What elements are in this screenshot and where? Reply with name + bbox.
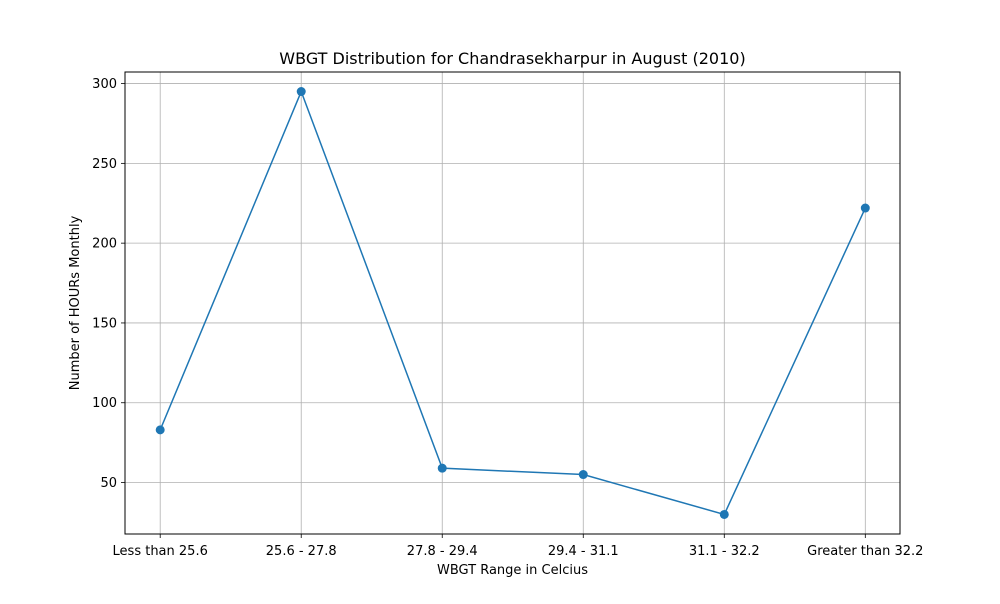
chart-title: WBGT Distribution for Chandrasekharpur i… bbox=[279, 49, 745, 68]
y-tick-label: 300 bbox=[92, 77, 117, 92]
data-point bbox=[296, 87, 306, 97]
data-point bbox=[437, 463, 447, 473]
y-tick-label: 150 bbox=[92, 316, 117, 331]
series bbox=[155, 87, 870, 519]
y-tick-label: 50 bbox=[100, 476, 117, 491]
x-tick-label: 25.6 - 27.8 bbox=[266, 544, 337, 559]
x-tick-label: Less than 25.6 bbox=[113, 544, 208, 559]
y-tick-label: 200 bbox=[92, 237, 117, 252]
x-tick-label: Greater than 32.2 bbox=[807, 544, 923, 559]
data-point bbox=[860, 203, 870, 213]
x-tick-label: 31.1 - 32.2 bbox=[689, 544, 760, 559]
y-axis-title: Number of HOURs Monthly bbox=[68, 215, 83, 390]
x-tick-label: 27.8 - 29.4 bbox=[407, 544, 478, 559]
y-axis: 50 100 150 200 250 300 bbox=[92, 77, 125, 491]
data-point bbox=[155, 425, 165, 435]
x-tick-label: 29.4 - 31.1 bbox=[548, 544, 619, 559]
grid bbox=[125, 72, 900, 534]
y-tick-label: 250 bbox=[92, 157, 117, 172]
data-point bbox=[719, 509, 729, 519]
x-axis: Less than 25.6 25.6 - 27.8 27.8 - 29.4 29.4… bbox=[113, 534, 923, 559]
plot-frame bbox=[124, 71, 901, 535]
data-point bbox=[578, 470, 588, 480]
series-line bbox=[159, 89, 866, 516]
y-tick-label: 100 bbox=[92, 396, 117, 411]
x-axis-title: WBGT Range in Celcius bbox=[437, 563, 588, 578]
